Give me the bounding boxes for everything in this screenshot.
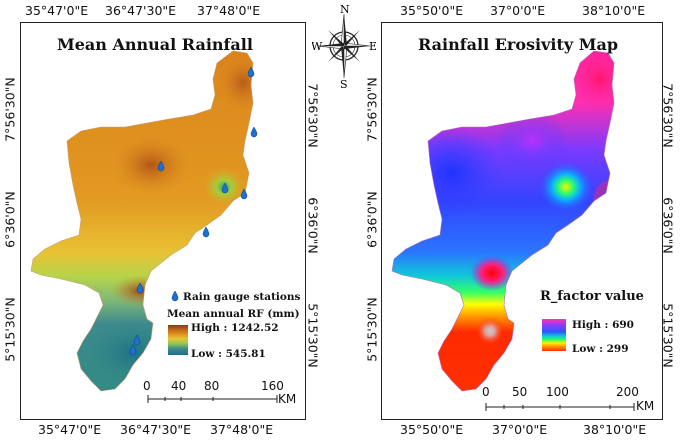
rain-gauge-station [129,344,137,356]
left-top-tick-1: 35°47'0"E [25,3,89,18]
legend-high-label: High : 1242.52 [191,322,279,334]
right-top-tick-3: 38°10'0"E [582,3,646,18]
left-top-tick-2: 36°47'30"E [105,3,177,18]
r-legend-high-label: High : 690 [572,319,634,331]
north-arrow: N S W E [311,3,377,91]
right-scale-unit: KM [636,399,655,413]
erosivity-legend-ramp [542,319,566,351]
right-bottom-tick-2: 37°0'0"E [492,422,548,437]
rain-gauge-station [133,334,141,346]
left-top-tick-3: 37°48'0"E [197,3,261,18]
rain-gauge-station [221,182,229,194]
left-scale-label-0: 0 [143,379,151,393]
rain-gauge-station [202,226,210,238]
right-scalebar [485,403,635,411]
left-lat-tick-1: 7°56'30"N [2,77,18,142]
right-scale-label-0: 0 [482,385,490,399]
left-scale-unit: KM [278,392,297,406]
right-map-panel: Rainfall Erosivity Map R_factor value Hi… [381,22,663,420]
rainfall-map-canvas [30,50,278,403]
compass-w: W [312,40,323,53]
left-bottom-tick-3: 37°48'0"E [210,422,274,437]
compass-s: S [340,78,348,90]
left-scale-label-80: 80 [204,379,220,393]
rainfall-legend-ramp [168,325,188,355]
compass-rose-icon: N S W E [311,3,377,91]
legend-station-icon [171,290,179,302]
right-lat-tick-3: 5°15'30"N [364,297,380,362]
rain-gauge-station [250,126,258,138]
right-bottom-tick-3: 38°10'0"E [583,422,647,437]
rain-gauge-station [136,282,144,294]
left-scale-label-40: 40 [171,379,187,393]
left-scalebar [147,395,278,403]
left-lat-right-tick-3: 5°15'30"N [305,303,321,368]
compass-e: E [369,40,376,53]
legend-ramp-title: Mean annual RF (mm) [167,308,300,320]
rain-gauge-station [157,160,165,172]
right-map-title: Rainfall Erosivity Map [418,35,618,54]
left-lat-tick-3: 5°15'30"N [2,297,18,362]
r-legend-low-label: Low : 299 [572,343,629,355]
left-bottom-tick-2: 36°47'30"E [120,422,192,437]
legend-station-label: Rain gauge stations [183,291,301,303]
rain-gauge-station [240,188,248,200]
legend-low-label: Low : 545.81 [191,348,266,360]
r-legend-title: R_factor value [540,289,644,304]
right-top-tick-2: 37°0'0"E [490,3,546,18]
left-map-title: Mean Annual Rainfall [57,35,253,54]
rain-gauge-station [247,66,255,78]
left-lat-right-tick-2: 6°36'0"N [305,197,321,254]
left-bottom-tick-1: 35°47'0"E [38,422,102,437]
right-scale-label-200: 200 [616,385,639,399]
right-lat-tick-2: 6°36'0"N [364,191,380,248]
right-scale-label-100: 100 [546,385,569,399]
left-scale-label-160: 160 [261,379,284,393]
erosivity-map-canvas [391,50,635,411]
left-lat-tick-2: 6°36'0"N [2,191,18,248]
right-bottom-tick-1: 35°50'0"E [400,422,464,437]
right-scale-label-50: 50 [512,385,528,399]
right-top-tick-1: 35°50'0"E [400,3,464,18]
left-lat-right-tick-1: 7°56'30"N [305,83,321,148]
compass-n: N [340,4,350,16]
left-map-panel: Mean Annual Rainfall Rain gauge stations… [20,22,306,420]
